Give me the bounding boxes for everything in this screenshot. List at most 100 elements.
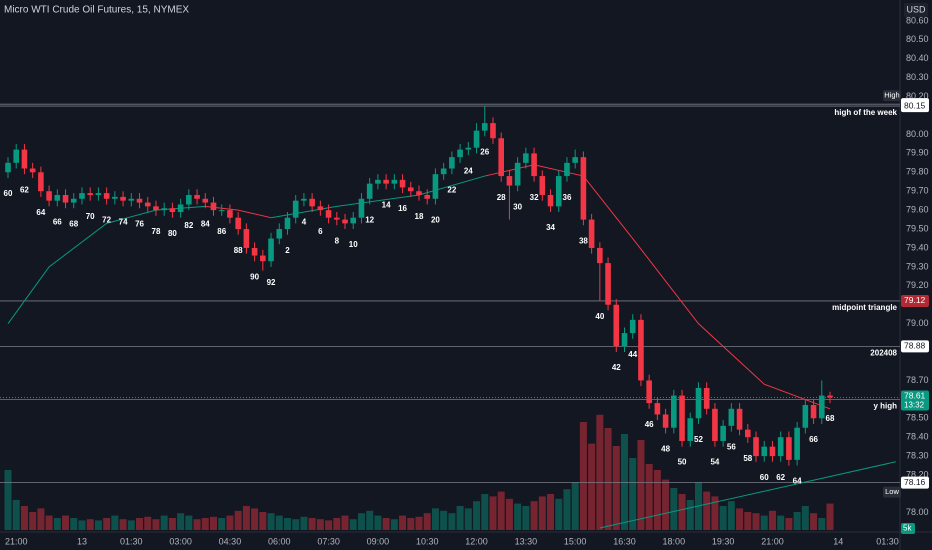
count-label: 84 [201, 219, 210, 228]
candle-body [654, 403, 661, 415]
y-tick-label: 79.20 [906, 280, 929, 290]
volume-bar [144, 516, 152, 530]
candle-body [399, 179, 406, 188]
y-tick-label: 78.40 [906, 432, 929, 442]
count-label: 52 [694, 435, 703, 444]
y-tick-label: 80.30 [906, 72, 929, 82]
candle-body [70, 198, 77, 203]
countdown: 13:32 [904, 401, 925, 410]
x-tick-label: 12:00 [465, 536, 488, 546]
candle-body [128, 198, 135, 201]
count-label: 40 [595, 312, 604, 321]
volume-bar [612, 446, 620, 530]
candle-body [210, 202, 217, 211]
candle-body [473, 130, 480, 148]
candle-body [687, 418, 694, 441]
candle-body [301, 198, 307, 201]
count-label: 64 [36, 208, 45, 217]
level-name: High [884, 91, 899, 100]
volume-bar [514, 503, 522, 530]
candle-body [736, 408, 743, 430]
y-tick-label: 80.20 [906, 91, 929, 101]
candle-body [695, 387, 702, 419]
volume-layer [4, 414, 834, 530]
volume-bar [810, 513, 818, 530]
count-label: 26 [480, 147, 489, 156]
candle-body [597, 247, 603, 264]
volume-bar [70, 518, 78, 530]
count-label: 4 [302, 217, 307, 226]
volume-bar [242, 506, 250, 530]
volume-bar [259, 512, 267, 530]
volume-bar [78, 520, 86, 530]
volume-bar [464, 508, 472, 530]
candle-body [169, 208, 176, 213]
volume-bar [308, 518, 316, 530]
count-label: 16 [398, 204, 407, 213]
y-tick-label: 79.50 [906, 223, 929, 233]
volume-bar [267, 513, 275, 530]
candle-body [62, 194, 69, 203]
volume-bar [563, 489, 571, 530]
volume-bar [744, 512, 752, 530]
count-label: 70 [86, 212, 95, 221]
candle-body [235, 217, 241, 230]
count-label: 38 [579, 236, 588, 245]
moving-average [270, 175, 485, 219]
candle-body [794, 427, 800, 460]
volume-bar [127, 520, 135, 530]
count-label: 50 [678, 458, 687, 467]
volume-bar [703, 491, 711, 530]
count-label: 86 [217, 227, 226, 236]
count-label: 88 [234, 246, 243, 255]
candle-body [79, 193, 85, 199]
count-label: 62 [776, 473, 785, 482]
count-label: 66 [53, 217, 62, 226]
count-label: 22 [447, 185, 456, 194]
currency: USD [906, 4, 926, 14]
volume-bar [596, 414, 604, 530]
candle-body [424, 194, 431, 199]
candle-body [251, 247, 258, 256]
candle-body [720, 425, 726, 441]
candle-body [638, 319, 644, 381]
candle-body [260, 255, 266, 262]
price-tag-label: 80.15 [904, 100, 926, 110]
candle-body [555, 176, 562, 207]
count-label: 48 [661, 445, 670, 454]
y-tick-label: 78.00 [906, 507, 929, 517]
volume-bar [53, 518, 61, 530]
x-tick-label: 09:00 [367, 536, 390, 546]
level-text: y high [873, 401, 897, 410]
x-tick-label: 18:00 [663, 536, 686, 546]
volume-bar [588, 443, 596, 530]
volume-bar [571, 482, 579, 530]
volume-bar [136, 518, 144, 530]
volume-bar [505, 498, 513, 530]
y-tick-label: 78.30 [906, 450, 929, 460]
candle-body [523, 153, 529, 163]
volume-bar [62, 515, 70, 530]
candle-body [827, 395, 833, 398]
volume-bar [736, 508, 744, 530]
volume-bar [210, 516, 217, 530]
candle-body [202, 198, 209, 203]
candle-body [481, 123, 488, 131]
candle-body [761, 446, 768, 457]
volume-bar [20, 506, 28, 530]
volume-bar [777, 515, 785, 530]
count-label: 24 [464, 166, 473, 175]
count-label: 54 [710, 458, 719, 467]
candle-body [292, 200, 299, 218]
candle-body [613, 304, 620, 347]
count-label: 68 [826, 414, 835, 423]
price-tag [901, 100, 929, 113]
candle-body [342, 219, 348, 224]
candle-body [810, 405, 817, 419]
count-label: 44 [628, 350, 637, 359]
y-tick-label: 79.30 [906, 261, 929, 271]
volume-bar [637, 440, 645, 530]
candle-body [21, 149, 28, 169]
volume-bar [604, 428, 612, 530]
x-tick-label: 01:30 [876, 536, 899, 546]
